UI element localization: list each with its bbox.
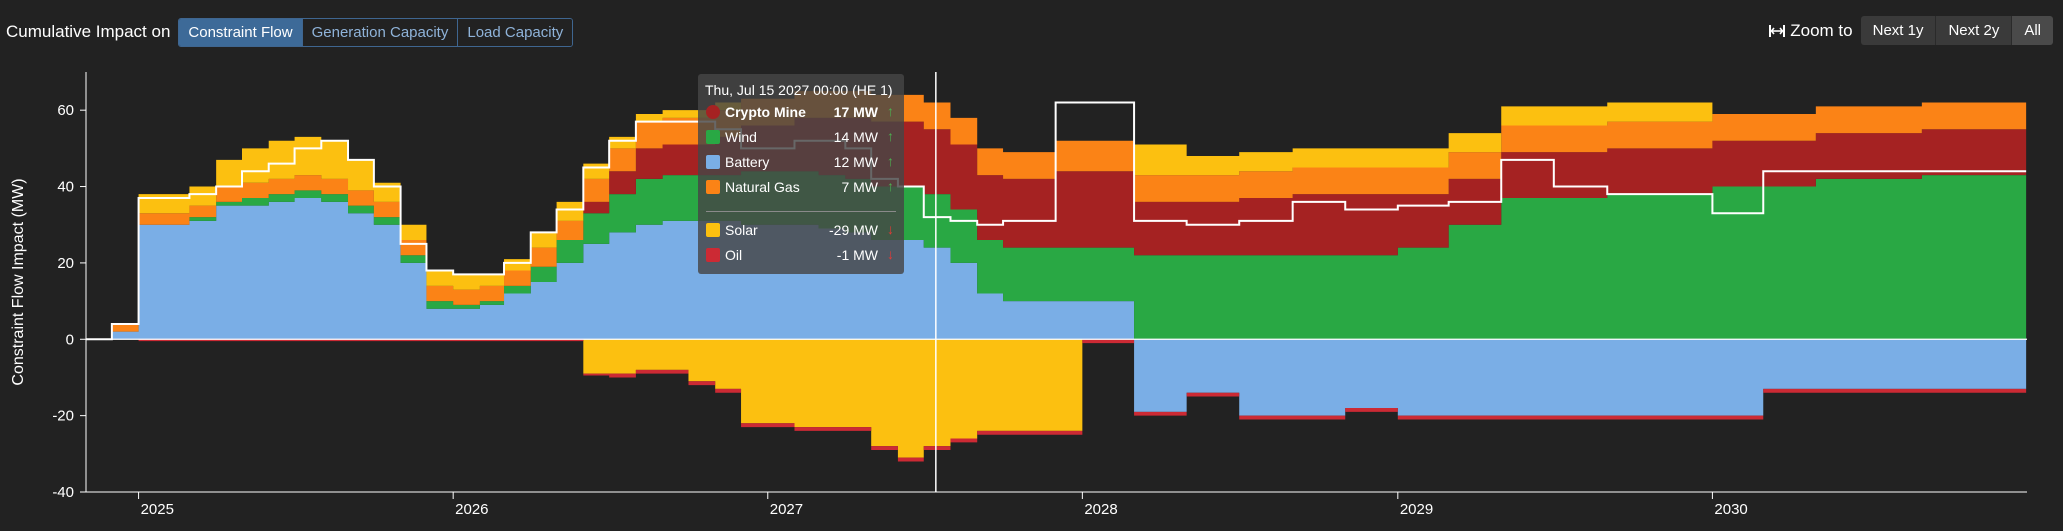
fit-width-icon [1769, 24, 1786, 37]
tooltip-series-name: Crypto Mine [725, 104, 806, 120]
tooltip-separator [706, 211, 896, 212]
arrow-down-icon: ↓ [887, 246, 894, 262]
x-tick-label: 2026 [455, 501, 488, 518]
arrow-down-icon: ↓ [887, 221, 894, 237]
wind-icon [706, 130, 720, 144]
tooltip-series-name: Wind [725, 129, 757, 145]
hover-tooltip: Thu, Jul 15 2027 00:00 (HE 1) Crypto Min… [698, 74, 904, 274]
x-tick-label: 2027 [770, 501, 803, 518]
tooltip-series-name: Natural Gas [725, 179, 800, 195]
arrow-up-icon: ↑ [887, 178, 894, 194]
tooltip-title: Thu, Jul 15 2027 00:00 (HE 1) [705, 82, 893, 98]
solar-icon [706, 223, 720, 237]
tooltip-row-battery: Battery 12 MW ↑ [698, 152, 904, 174]
area-neg-battery [86, 339, 2027, 458]
arrow-up-icon: ↑ [887, 103, 894, 119]
zoom-next-2y-button[interactable]: Next 2y [1936, 16, 2013, 45]
impact-header: Cumulative Impact on Constraint Flow Gen… [6, 17, 574, 47]
tab-constraint-flow[interactable]: Constraint Flow [179, 18, 303, 46]
impact-tab-group: Constraint Flow Generation Capacity Load… [178, 17, 574, 47]
tooltip-row-crypto-mine: Crypto Mine 17 MW ↑ [698, 102, 904, 124]
tooltip-series-value: 17 MW [833, 104, 878, 120]
tooltip-series-value: 14 MW [833, 129, 878, 145]
tooltip-series-name: Battery [725, 154, 770, 170]
zoom-label: Zoom to [1769, 20, 1853, 41]
tooltip-row-wind: Wind 14 MW ↑ [698, 127, 904, 149]
y-tick-label: 20 [57, 255, 74, 272]
zoom-controls: Zoom to Next 1y Next 2y All [1769, 16, 2053, 45]
area-neg-solar [86, 339, 2027, 458]
arrow-up-icon: ↑ [887, 128, 894, 144]
x-tick-label: 2025 [141, 501, 174, 518]
tooltip-series-value: -29 MW [829, 222, 878, 238]
tooltip-row-solar: Solar -29 MW ↓ [698, 220, 904, 242]
tooltip-row-natural-gas: Natural Gas 7 MW ↑ [698, 177, 904, 199]
tooltip-series-name: Oil [725, 247, 743, 263]
crypto-icon [706, 105, 720, 119]
area-battery [86, 198, 2027, 340]
arrow-up-icon: ↑ [887, 153, 894, 169]
y-tick-label: 60 [57, 102, 74, 119]
y-tick-label: 40 [57, 179, 74, 196]
cumulative-impact-label: Cumulative Impact on [6, 22, 171, 41]
tooltip-series-value: 7 MW [841, 179, 878, 195]
tab-load-capacity[interactable]: Load Capacity [458, 18, 573, 46]
x-tick-label: 2029 [1400, 501, 1433, 518]
zoom-all-button[interactable]: All [2012, 16, 2053, 45]
tooltip-series-value: 12 MW [833, 154, 878, 170]
zoom-label-text: Zoom to [1790, 20, 1853, 40]
battery-icon [706, 155, 720, 169]
x-tick-label: 2030 [1714, 501, 1747, 518]
flame-icon [706, 180, 720, 194]
tooltip-series-name: Solar [725, 222, 758, 238]
y-axis-label: Constraint Flow Impact (MW) [10, 178, 27, 385]
y-tick-label: -20 [52, 408, 74, 425]
x-tick-label: 2028 [1084, 501, 1117, 518]
tooltip-row-oil: Oil -1 MW ↓ [698, 245, 904, 267]
area-wind [86, 171, 2027, 340]
tooltip-series-value: -1 MW [836, 247, 878, 263]
area-crypto-mine [86, 117, 2027, 340]
tab-generation-capacity[interactable]: Generation Capacity [302, 18, 459, 46]
y-tick-label: 0 [66, 331, 74, 348]
oil-icon [706, 248, 720, 262]
zoom-button-group: Next 1y Next 2y All [1860, 16, 2053, 45]
zoom-next-1y-button[interactable]: Next 1y [1860, 16, 1937, 45]
y-tick-label: -40 [52, 484, 74, 501]
